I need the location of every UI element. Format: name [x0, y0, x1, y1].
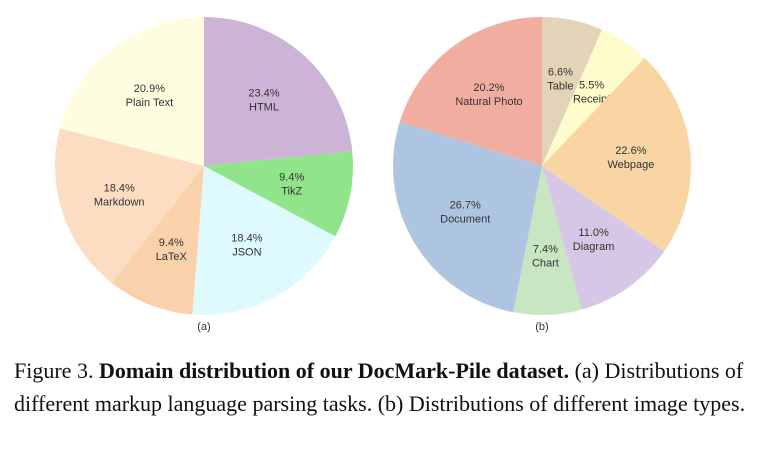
pie-chart-a: 23.4% HTML 9.4% TikZ 18.4% JSON 9.4% LaTeX 18.4%…	[55, 17, 354, 316]
pie-chart-b: 6.6% Table 5.5% Receipt 22.6% Webpage 11.0% Dia…	[393, 17, 691, 315]
caption-title: Domain distribution of our DocMark-Pile …	[98, 358, 570, 383]
slice-label-html: HTML	[249, 102, 279, 114]
slice-percent-latex: 9.4%	[159, 237, 184, 249]
figure: 23.4% HTML 9.4% TikZ 18.4% JSON 9.4% LaTeX 18.4%…	[55, 17, 691, 333]
caption-body: (a) Distributions of different markup la…	[14, 358, 746, 416]
slice-label-tikz: TikZ	[281, 186, 302, 198]
pie-slice-diagram	[542, 166, 665, 310]
panel-label-b: (b)	[535, 321, 548, 333]
slice-label-diagram: Diagram	[573, 241, 615, 253]
slice-label-chart: Chart	[532, 257, 559, 269]
slice-label-latex: LaTeX	[156, 251, 188, 263]
pie-slice-latex	[111, 166, 204, 315]
slice-label-json: JSON	[232, 247, 261, 259]
pie-slice-natural-photo	[399, 17, 542, 166]
slice-label-webpage: Webpage	[607, 159, 654, 171]
pie-slice-webpage	[542, 58, 691, 252]
slice-percent-diagram: 11.0%	[578, 227, 609, 239]
slice-label-table: Table	[547, 81, 573, 93]
pie-slice-chart	[513, 166, 582, 315]
pie-slice-table	[542, 17, 603, 166]
slice-percent-chart: 7.4%	[533, 243, 558, 255]
slice-percent-plain-text: 20.9%	[134, 83, 165, 95]
slice-percent-markdown: 18.4%	[104, 182, 135, 194]
pie-slice-plain-text	[59, 17, 205, 166]
pie-slice-tikz	[204, 151, 354, 237]
slice-percent-receipt: 5.5%	[579, 80, 604, 92]
slice-percent-webpage: 22.6%	[615, 145, 646, 157]
pie-slice-document	[393, 121, 542, 313]
pie-slice-html	[204, 17, 353, 166]
slice-label-natural-photo: Natural Photo	[455, 96, 522, 108]
slice-label-plain-text: Plain Text	[126, 97, 174, 109]
slice-percent-html: 23.4%	[248, 88, 279, 100]
slice-percent-document: 26.7%	[450, 200, 481, 212]
slice-percent-table: 6.6%	[548, 67, 573, 79]
slice-percent-json: 18.4%	[231, 233, 262, 245]
slice-percent-natural-photo: 20.2%	[473, 82, 504, 94]
panel-label-a: (a)	[197, 321, 210, 333]
slice-label-document: Document	[440, 214, 490, 226]
slice-percent-tikz: 9.4%	[279, 172, 304, 184]
pie-slice-receipt	[542, 29, 645, 166]
caption-figure-number: Figure 3.	[14, 358, 94, 383]
pie-slice-markdown	[55, 128, 204, 283]
slice-label-markdown: Markdown	[94, 196, 145, 208]
slice-label-receipt: Receipt	[573, 94, 610, 106]
figure-caption: Figure 3. Domain distribution of our Doc…	[14, 354, 748, 420]
pie-slice-json	[192, 166, 336, 316]
